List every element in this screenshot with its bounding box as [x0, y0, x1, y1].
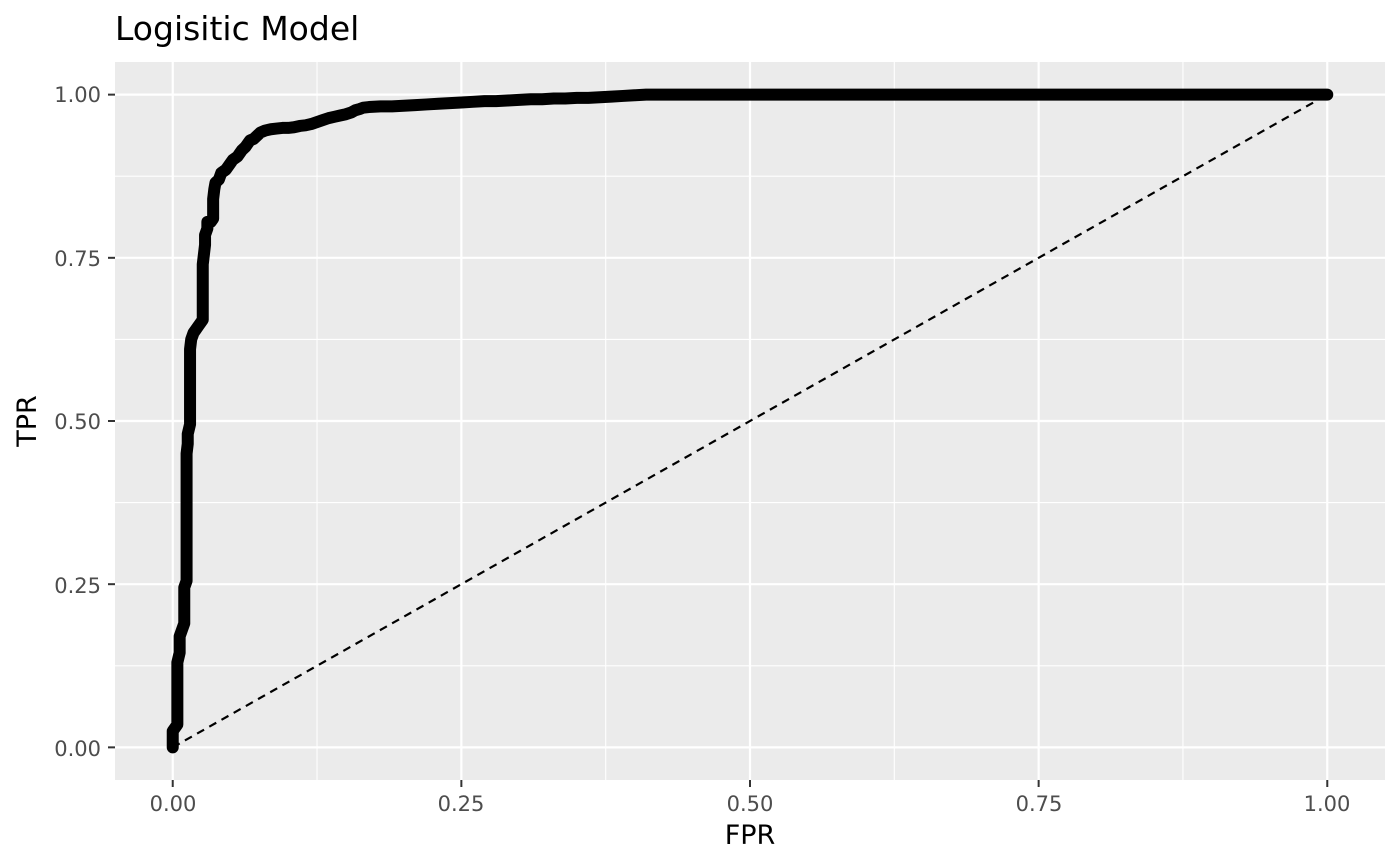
roc-point [172, 686, 183, 698]
reference-diagonal-line [172, 93, 1328, 749]
y-axis: 0.00 0.25 0.50 0.75 1.00 [54, 83, 115, 761]
roc-point [917, 89, 929, 100]
roc-point [386, 101, 398, 112]
y-tick-label-2: 0.50 [54, 410, 101, 434]
roc-point [444, 97, 456, 109]
roc-point [207, 193, 219, 205]
x-tick-label-4: 1.00 [1304, 792, 1351, 816]
roc-point [571, 92, 583, 104]
roc-point [172, 696, 183, 707]
roc-point [197, 272, 208, 283]
x-tick-label-2: 0.50 [727, 792, 774, 816]
roc-point [617, 90, 629, 102]
roc-point [421, 99, 432, 110]
roc-point [467, 96, 479, 108]
roc-point [182, 428, 193, 440]
roc-point [744, 89, 756, 100]
roc-point [363, 101, 375, 113]
roc-point [594, 92, 606, 103]
roc-point [184, 344, 196, 355]
roc-point [525, 94, 536, 105]
roc-point [479, 95, 490, 107]
roc-point [207, 213, 219, 224]
roc-point [184, 357, 196, 368]
y-tick-label-4: 1.00 [54, 83, 101, 107]
roc-point [652, 89, 663, 100]
roc-point [184, 370, 196, 381]
roc-point [197, 308, 208, 319]
roc-point [1033, 89, 1044, 100]
roc-point [172, 676, 183, 688]
roc-point [433, 98, 444, 109]
y-tick-label-3: 0.75 [54, 247, 101, 271]
roc-point [172, 667, 183, 678]
roc-point [548, 93, 559, 104]
roc-point [687, 89, 698, 100]
roc-point [199, 239, 211, 250]
roc-point [502, 95, 513, 106]
roc-point [179, 601, 190, 613]
y-axis-label: TPR [12, 395, 43, 448]
roc-point [181, 500, 192, 512]
x-tick-label-3: 0.75 [1016, 792, 1063, 816]
roc-point [1148, 89, 1160, 100]
roc-point [207, 203, 219, 215]
roc-point [181, 565, 192, 577]
roc-point [860, 89, 871, 100]
roc-point [181, 526, 192, 538]
roc-point [181, 448, 192, 459]
x-axis-label: FPR [725, 820, 776, 851]
x-axis: 0.00 0.25 0.50 0.75 1.00 [150, 780, 1351, 816]
roc-point [181, 461, 192, 472]
roc-point [197, 259, 208, 270]
roc-point [640, 89, 652, 100]
roc-point [513, 94, 525, 106]
y-tick-label-1: 0.25 [54, 574, 101, 598]
roc-point [197, 298, 208, 309]
roc-point [172, 657, 183, 668]
roc-point [198, 249, 210, 260]
roc-point [606, 91, 617, 102]
x-tick-label-0: 0.00 [150, 792, 197, 816]
roc-point [184, 409, 196, 420]
roc-point [490, 95, 502, 107]
roc-point [629, 90, 640, 101]
roc-point [181, 513, 192, 525]
series-layer [166, 88, 1334, 754]
roc-point [802, 89, 813, 100]
roc-point [179, 592, 190, 603]
roc-point [181, 539, 192, 551]
roc-point [184, 419, 196, 430]
roc-point [181, 552, 192, 564]
roc-point [181, 487, 192, 498]
x-tick-label-1: 0.25 [438, 792, 485, 816]
roc-point [1322, 89, 1333, 100]
roc-point [409, 99, 421, 111]
roc-point [182, 438, 193, 450]
roc-point [456, 97, 467, 108]
roc-point [560, 93, 571, 104]
roc-point [375, 101, 386, 112]
roc-point [181, 575, 192, 587]
roc-point [181, 474, 192, 485]
roc-point [197, 285, 208, 296]
roc-point [398, 100, 409, 111]
roc-point [975, 89, 987, 100]
roc-point [179, 611, 190, 623]
roc-point [583, 92, 594, 104]
y-tick-label-0: 0.00 [54, 737, 101, 761]
roc-point [184, 396, 196, 407]
roc-point [1091, 89, 1102, 100]
roc-point [172, 712, 183, 724]
chart-title: Logisitic Model [115, 9, 359, 48]
roc-point [536, 94, 548, 105]
roc-point [174, 647, 185, 658]
roc-point [184, 383, 196, 394]
